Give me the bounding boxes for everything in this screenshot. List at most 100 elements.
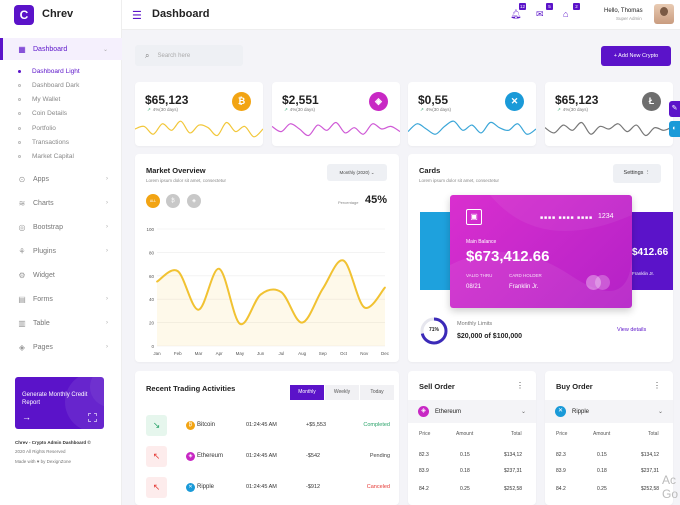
percentage-value: 45%	[365, 194, 388, 206]
brand-name[interactable]: Chrev	[42, 8, 74, 20]
trade-coin: Bitcoin	[197, 422, 216, 428]
bitcoin-toggle-icon[interactable]: ₿	[166, 194, 180, 208]
tab-weekly[interactable]: Weekly	[325, 385, 359, 400]
menu-icon[interactable]: ☰	[132, 10, 142, 22]
card-holder: Franklin Jr.	[509, 284, 539, 290]
sidebar-sub-my-wallet[interactable]: My Wallet	[18, 96, 60, 103]
more-vertical-icon[interactable]: ⋮	[516, 381, 524, 390]
stat-change: ↗ 4%(30 days)	[420, 107, 452, 112]
trade-amount: +$5,553	[306, 422, 327, 428]
sidebar-item-label: Dashboard	[33, 45, 68, 53]
order-total: $237,31	[504, 468, 523, 474]
arrow-right-icon[interactable]: →	[22, 412, 31, 422]
ring-progress	[420, 317, 448, 345]
stat-card-litecoin[interactable]: $65,123 ↗ 4%(30 days) Ł	[545, 82, 673, 146]
chevron-right-icon: ›	[106, 296, 108, 302]
litecoin-icon: Ł	[642, 92, 661, 111]
add-new-crypto-button[interactable]: + Add New Crypto	[601, 46, 671, 66]
sidebar-item-dashboard[interactable]: ▦ Dashboard ⌄	[0, 38, 122, 60]
card-number-mask: ■■■■ ■■■■ ■■■■	[540, 215, 594, 221]
footer-copyright: Chrev - Crypto Admin Dashboard ©	[15, 440, 91, 445]
avatar[interactable]	[654, 4, 674, 24]
card-balance: $673,412.66	[466, 248, 550, 265]
stat-change: ↗ 4%(30 days)	[147, 107, 179, 112]
order-total: $252,58	[641, 486, 660, 492]
stat-card-ripple[interactable]: $0,55 ↗ 4%(30 days) ✕	[408, 82, 536, 146]
sidebar-sub-dashboard-dark[interactable]: Dashboard Dark	[18, 82, 79, 89]
data-point	[259, 293, 262, 296]
trade-status: Pending	[369, 453, 390, 459]
table-icon: ▥	[18, 318, 26, 328]
y-tick-label: 0	[151, 344, 154, 349]
stat-card-bitcoin[interactable]: $65,123 ↗ 4%(30 days) ₿	[135, 82, 263, 146]
column-total: Total	[511, 431, 522, 437]
x-tick-label: Oct	[340, 351, 348, 356]
search-input[interactable]: ⌕ Search here	[135, 45, 243, 66]
color-panel-icon[interactable]: ◐	[669, 121, 680, 137]
charts-icon: ≋	[18, 198, 26, 208]
brand-logo[interactable]: C	[14, 5, 34, 25]
order-price: 82.3	[419, 452, 429, 458]
x-tick-label: Apr	[216, 351, 224, 356]
order-price: 84.2	[556, 486, 566, 492]
sidebar-item-table[interactable]: ▥ Table ›	[0, 312, 122, 334]
sell-coin-select[interactable]: ◈ Ethereum ⌄	[408, 400, 536, 423]
sidebar-item-pages[interactable]: ◈ Pages ›	[0, 336, 122, 358]
credit-card[interactable]: ▣ ■■■■ ■■■■ ■■■■ 1234 Main Balance $673,…	[450, 195, 632, 308]
sidebar-item-widget[interactable]: ⚙ Widget	[0, 264, 122, 286]
promo-banner[interactable]: Generate Monthly Credit Report →	[15, 377, 104, 429]
sidebar-item-charts[interactable]: ≋ Charts ›	[0, 192, 122, 214]
selected-coin: Ripple	[572, 408, 590, 415]
side-card-balance: $412.66	[632, 247, 669, 258]
chevron-right-icon: ›	[106, 224, 108, 230]
tab-today[interactable]: Today	[360, 385, 394, 400]
bell-icon[interactable]: 🔔︎	[510, 9, 522, 19]
tab-monthly[interactable]: Monthly	[290, 385, 324, 400]
card-back-purple[interactable]: $412.66 Franklin Jr.	[626, 212, 673, 290]
stat-sparkline	[272, 121, 400, 137]
trade-coin: Ripple	[197, 484, 215, 490]
all-coins-toggle[interactable]: ALL	[146, 194, 160, 208]
sidebar-sub-dashboard-light[interactable]: Dashboard Light	[18, 68, 80, 75]
stat-price: $65,123	[145, 93, 189, 107]
more-vertical-icon[interactable]: ⋮	[653, 381, 661, 390]
sidebar-item-plugins[interactable]: ⚘ Plugins ›	[0, 240, 122, 262]
user-greeting[interactable]: Hello, Thomas	[604, 8, 643, 14]
forms-icon: ▤	[18, 294, 26, 304]
data-point	[321, 287, 324, 290]
theme-panel-icon[interactable]: ✎	[669, 101, 680, 117]
sidebar-item-forms[interactable]: ▤ Forms ›	[0, 288, 122, 310]
trade-amount: -$542	[306, 453, 321, 459]
balance-label: Main Balance	[466, 239, 497, 245]
data-point	[280, 291, 283, 294]
gift-icon[interactable]: ⌂	[563, 9, 569, 19]
settings-button[interactable]: Settings ⋮	[613, 164, 661, 183]
sidebar-item-apps[interactable]: ⊙ Apps ›	[0, 168, 122, 190]
sidebar-sub-market-capital[interactable]: Market Capital	[18, 153, 74, 160]
search-placeholder: Search here	[157, 52, 191, 59]
sidebar-sub-portfolio[interactable]: Portfolio	[18, 125, 56, 132]
sidebar-sub-coin-details[interactable]: Coin Details	[18, 110, 67, 117]
table-row[interactable]: ↘ ₿ Bitcoin 01:24:45 AM +$5,553 Complete…	[146, 415, 390, 439]
sidebar-sub-transactions[interactable]: Transactions	[18, 139, 69, 146]
cards-title: Cards	[419, 166, 441, 175]
sidebar-item-bootstrap[interactable]: ◎ Bootstrap ›	[0, 216, 122, 238]
buy-coin-select[interactable]: ✕ Ripple ⌄	[545, 400, 673, 423]
user-role: Super Admin	[616, 16, 642, 21]
table-row[interactable]: ↖ ◈ Ethereum 01:24:45 AM -$542 Pending	[146, 446, 390, 470]
order-price: 82.3	[556, 452, 566, 458]
mastercard-icon	[586, 275, 601, 290]
y-tick-label: 20	[149, 321, 155, 326]
ethereum-toggle-icon[interactable]: ◈	[187, 194, 201, 208]
grid-icon	[88, 413, 97, 422]
chevron-down-icon: ⌄	[370, 170, 375, 175]
period-select[interactable]: Monthly (2020) ⌄	[327, 164, 387, 181]
ripple-icon: ✕	[186, 483, 195, 492]
view-details-link[interactable]: View details	[617, 327, 647, 333]
more-vertical-icon: ⋮	[644, 170, 651, 176]
table-row[interactable]: ↖ ✕ Ripple 01:24:45 AM -$912 Canceled	[146, 477, 390, 501]
stat-card-ethereum[interactable]: $2,551 ↗ 4%(30 days) ◈	[272, 82, 400, 146]
top-header: ☰ Dashboard 🔔︎ 12 ✉ 5 ⌂ 2 Hello, Thomas …	[122, 0, 680, 30]
sparkline-path	[408, 120, 536, 135]
chat-icon[interactable]: ✉	[536, 9, 544, 19]
